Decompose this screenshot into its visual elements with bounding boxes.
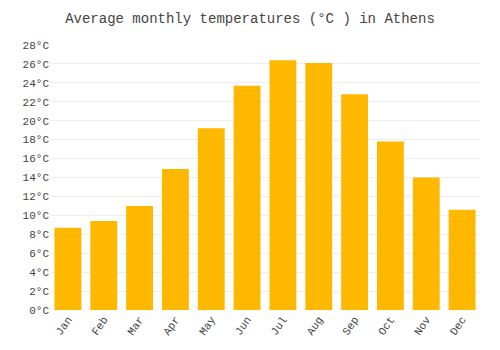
svg-text:4°C: 4°C xyxy=(29,267,49,279)
svg-text:24°C: 24°C xyxy=(23,78,50,90)
svg-text:Average monthly temperatures (: Average monthly temperatures (°C ) in At… xyxy=(65,11,435,27)
svg-text:Oct: Oct xyxy=(376,314,397,337)
svg-text:May: May xyxy=(197,314,218,337)
svg-text:Jun: Jun xyxy=(233,314,254,337)
svg-text:14°C: 14°C xyxy=(23,172,50,184)
svg-text:16°C: 16°C xyxy=(23,153,50,165)
svg-text:Apr: Apr xyxy=(161,314,182,337)
svg-text:18°C: 18°C xyxy=(23,134,50,146)
svg-text:Jul: Jul xyxy=(269,314,290,337)
svg-text:28°C: 28°C xyxy=(23,40,50,52)
svg-text:Jan: Jan xyxy=(54,314,75,337)
svg-text:10°C: 10°C xyxy=(23,210,50,222)
svg-text:12°C: 12°C xyxy=(23,191,50,203)
svg-text:22°C: 22°C xyxy=(23,97,50,109)
svg-text:20°C: 20°C xyxy=(23,116,50,128)
svg-text:2°C: 2°C xyxy=(29,286,49,298)
svg-text:0°C: 0°C xyxy=(29,305,49,317)
svg-text:Aug: Aug xyxy=(305,314,326,337)
svg-text:Feb: Feb xyxy=(90,314,111,337)
svg-text:Dec: Dec xyxy=(448,314,469,337)
svg-text:Mar: Mar xyxy=(125,314,146,337)
svg-text:8°C: 8°C xyxy=(29,229,49,241)
svg-text:Nov: Nov xyxy=(412,314,433,337)
svg-text:6°C: 6°C xyxy=(29,248,49,260)
svg-text:26°C: 26°C xyxy=(23,59,50,71)
svg-text:Sep: Sep xyxy=(340,314,361,337)
